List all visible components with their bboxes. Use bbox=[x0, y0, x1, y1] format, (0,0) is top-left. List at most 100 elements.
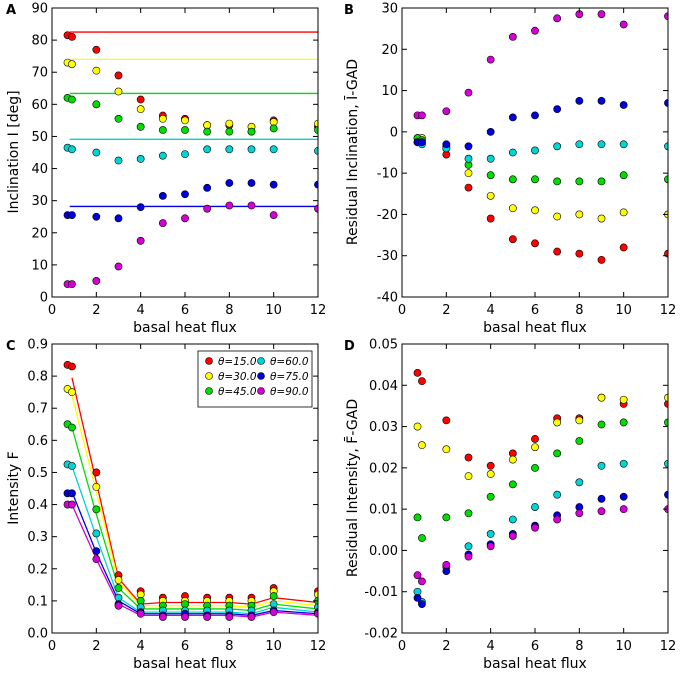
data-point bbox=[486, 470, 495, 478]
data-point bbox=[269, 211, 278, 220]
x-tick-label: 10 bbox=[615, 639, 632, 654]
data-point bbox=[553, 105, 562, 114]
data-point bbox=[531, 239, 539, 248]
y-tick-label: 10 bbox=[31, 258, 48, 273]
x-tick-label: 8 bbox=[225, 639, 233, 654]
x-tick-label: 0 bbox=[48, 303, 56, 318]
data-point bbox=[158, 151, 167, 160]
data-point bbox=[68, 95, 76, 104]
data-point bbox=[464, 88, 473, 97]
x-tick-label: 2 bbox=[92, 303, 100, 318]
data-point bbox=[597, 507, 606, 516]
data-point bbox=[553, 449, 562, 458]
y-tick-label: 0.9 bbox=[27, 338, 48, 353]
data-point bbox=[418, 111, 426, 120]
y-tick-label: 0 bbox=[40, 291, 48, 306]
data-point bbox=[418, 138, 426, 147]
data-point bbox=[531, 206, 539, 215]
data-point bbox=[114, 584, 123, 592]
panel-a-ylabel: Inclination I [deg] bbox=[6, 90, 22, 213]
data-point bbox=[464, 142, 473, 151]
data-point bbox=[247, 179, 256, 187]
data-point bbox=[418, 577, 426, 586]
data-point bbox=[114, 114, 123, 123]
legend: θ=15.0 θ=30.0 θ=45.0 θ=60.0 θ=75.0 θ=90.… bbox=[197, 350, 313, 408]
data-point bbox=[531, 463, 539, 472]
y-tick-label: -0.02 bbox=[364, 627, 398, 642]
x-tick-label: 4 bbox=[137, 303, 145, 318]
data-point bbox=[508, 532, 517, 540]
data-point bbox=[68, 462, 76, 470]
y-tick-label: 90 bbox=[31, 2, 48, 17]
y-tick-label: 10 bbox=[381, 84, 398, 99]
data-point bbox=[531, 523, 539, 532]
x-tick-label: 0 bbox=[48, 639, 56, 654]
data-point bbox=[619, 492, 628, 501]
series-line bbox=[71, 395, 318, 608]
data-point bbox=[225, 127, 234, 136]
data-point bbox=[442, 513, 451, 522]
data-point bbox=[531, 146, 539, 155]
data-point bbox=[158, 114, 167, 123]
data-point bbox=[508, 113, 517, 122]
data-point bbox=[114, 87, 123, 96]
data-point bbox=[619, 101, 628, 109]
panel-a: A 0 2 4 6 8 10 12 0 10 20 30 40 50 60 70 80 90 basal hea… bbox=[6, 2, 326, 337]
legend-marker bbox=[257, 387, 265, 395]
legend-entry-label: θ=45.0 bbox=[218, 386, 257, 398]
data-point bbox=[508, 480, 517, 489]
data-point bbox=[181, 150, 189, 159]
data-point bbox=[68, 423, 76, 432]
data-point bbox=[181, 126, 189, 134]
data-point bbox=[136, 236, 145, 245]
data-point bbox=[597, 461, 606, 470]
data-point bbox=[114, 156, 123, 165]
data-point bbox=[203, 127, 212, 136]
data-point bbox=[508, 235, 517, 244]
data-point bbox=[181, 116, 189, 125]
data-point bbox=[575, 478, 584, 487]
data-point bbox=[136, 105, 145, 114]
data-point bbox=[203, 204, 212, 213]
x-tick-label: 8 bbox=[575, 303, 583, 318]
data-point bbox=[464, 472, 473, 481]
data-point bbox=[136, 596, 145, 605]
data-point bbox=[442, 445, 451, 454]
y-tick-label: 0 bbox=[390, 125, 398, 140]
x-tick-label: 12 bbox=[660, 639, 677, 654]
data-point bbox=[486, 461, 495, 470]
data-point bbox=[92, 66, 101, 75]
data-point bbox=[136, 155, 145, 163]
data-point bbox=[464, 183, 473, 192]
data-point bbox=[619, 418, 628, 427]
y-tick-label: -20 bbox=[377, 208, 398, 223]
series-line bbox=[71, 491, 318, 616]
x-tick-label: 0 bbox=[398, 639, 406, 654]
y-tick-label: 0.00 bbox=[369, 544, 398, 559]
legend-entry-label: θ=30.0 bbox=[218, 371, 257, 383]
panel-d-letter: D bbox=[344, 339, 355, 354]
data-point bbox=[442, 107, 451, 116]
data-point bbox=[486, 154, 495, 163]
data-point bbox=[136, 122, 145, 131]
data-point bbox=[413, 571, 422, 580]
data-point bbox=[553, 177, 562, 186]
x-tick-label: 2 bbox=[92, 639, 100, 654]
data-point bbox=[158, 613, 167, 621]
data-point bbox=[68, 489, 76, 498]
x-tick-label: 6 bbox=[181, 303, 189, 318]
data-point bbox=[114, 71, 123, 80]
x-tick-label: 6 bbox=[531, 303, 539, 318]
data-point bbox=[508, 455, 517, 464]
panel-b-letter: B bbox=[344, 3, 354, 18]
panel-c-ticks: 0 2 4 6 8 10 12 0.0 0.1 0.2 0.3 0.4 0.5 0.6 0.7 0.8 0.9 bbox=[27, 338, 326, 655]
data-point bbox=[247, 127, 256, 136]
y-tick-label: -0.01 bbox=[364, 585, 398, 600]
data-point bbox=[597, 96, 606, 105]
data-point bbox=[92, 529, 101, 538]
data-point bbox=[664, 393, 668, 402]
y-tick-label: -40 bbox=[377, 291, 398, 306]
data-point bbox=[158, 126, 167, 134]
y-tick-label: 0.3 bbox=[27, 530, 48, 545]
data-point bbox=[225, 145, 234, 154]
